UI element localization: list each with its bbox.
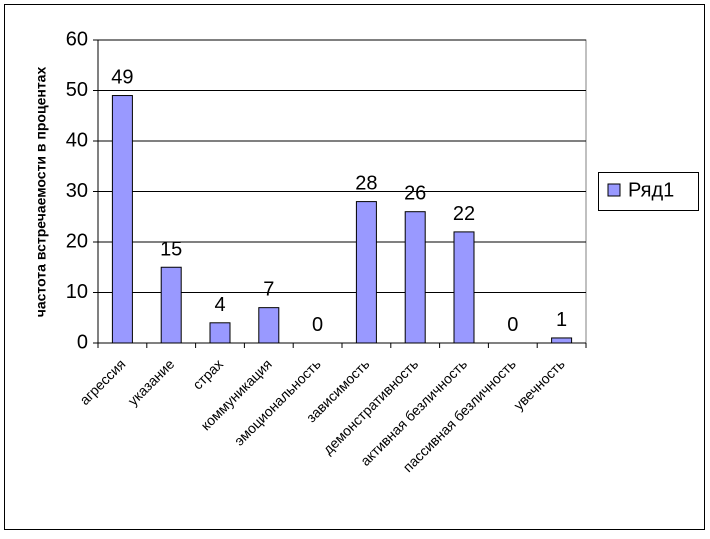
data-label: 0: [507, 314, 518, 336]
bar: [160, 266, 182, 344]
y-tick-label: 10: [66, 281, 88, 303]
data-label: 0: [312, 314, 323, 336]
y-tick-label: 40: [66, 129, 88, 151]
data-label: 28: [355, 173, 377, 195]
y-axis-label: частота встречаемости в процентах: [33, 67, 49, 318]
bar: [551, 337, 573, 344]
legend-label: Ряд1: [628, 179, 674, 201]
y-tick-label: 0: [77, 331, 88, 353]
bar: [404, 211, 426, 344]
bar: [111, 95, 133, 344]
data-label: 15: [160, 238, 182, 260]
data-label: 1: [556, 309, 567, 331]
y-tick-label: 20: [66, 230, 88, 252]
y-tick-label: 60: [66, 28, 88, 50]
data-label: 22: [453, 203, 475, 225]
data-label: 49: [111, 67, 133, 89]
data-label: 4: [214, 294, 225, 316]
data-label: 26: [404, 183, 426, 205]
legend-swatch: [607, 183, 621, 197]
y-tick-label: 30: [66, 180, 88, 202]
y-tick-label: 50: [66, 79, 88, 101]
bar: [355, 201, 377, 344]
bar: [453, 231, 475, 344]
data-label: 7: [263, 279, 274, 301]
bar: [258, 307, 280, 344]
bar: [209, 322, 231, 344]
